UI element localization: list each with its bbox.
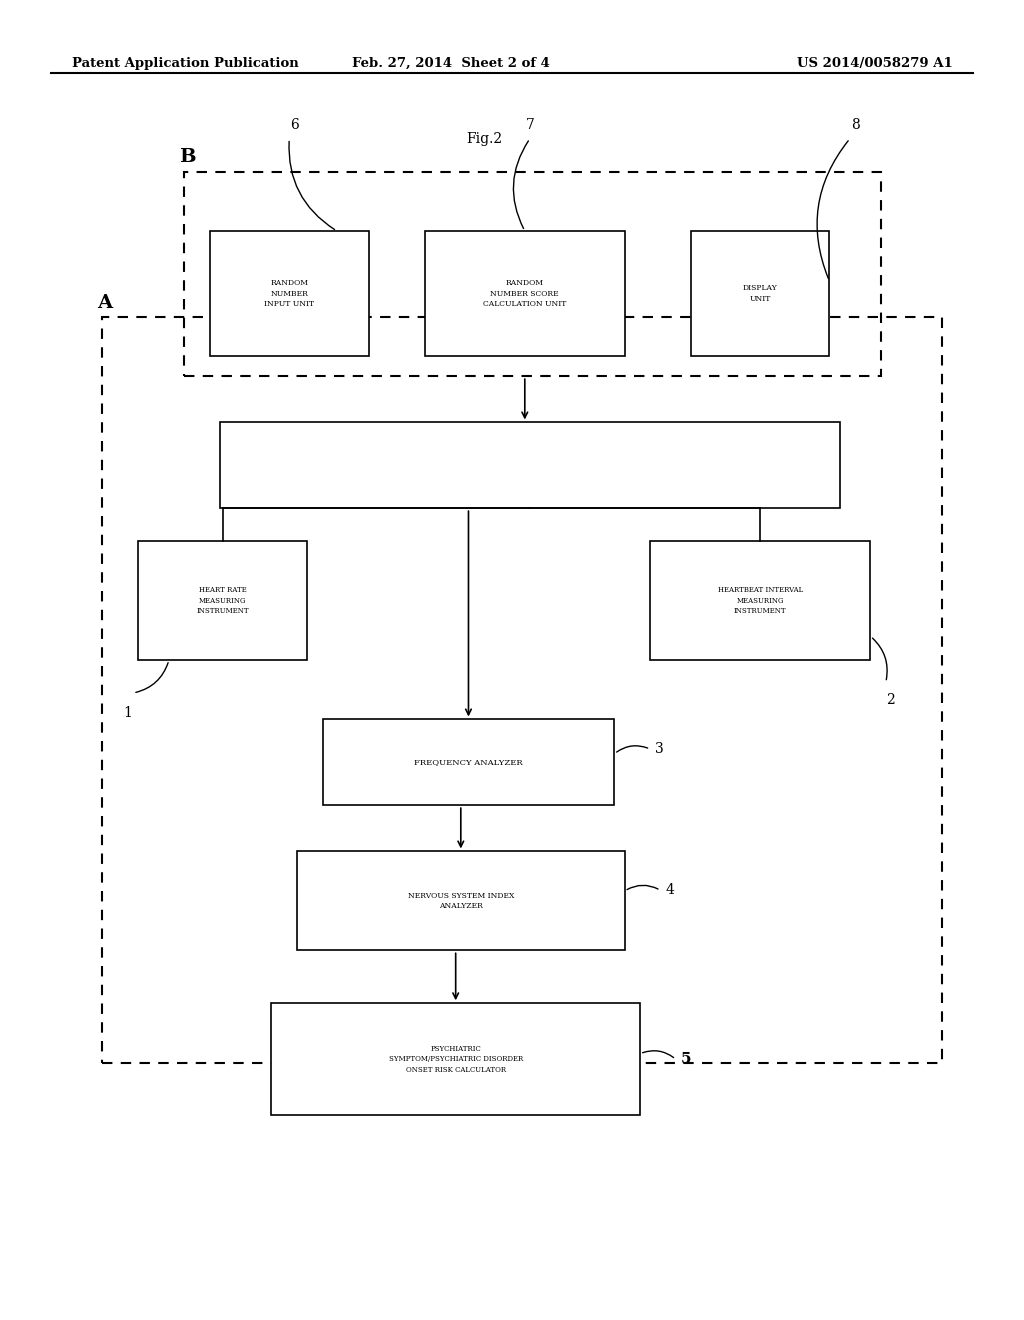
- Text: 5: 5: [681, 1052, 691, 1067]
- Text: 4: 4: [666, 883, 675, 898]
- Bar: [210, 231, 369, 356]
- Text: NERVOUS SYSTEM INDEX
ANALYZER: NERVOUS SYSTEM INDEX ANALYZER: [408, 892, 514, 909]
- Text: US 2014/0058279 A1: US 2014/0058279 A1: [797, 57, 952, 70]
- Text: 2: 2: [887, 693, 895, 708]
- Bar: [425, 231, 625, 356]
- Bar: [138, 541, 307, 660]
- Text: 7: 7: [525, 117, 535, 132]
- Text: DISPLAY
UNIT: DISPLAY UNIT: [743, 285, 777, 302]
- Text: 1: 1: [124, 706, 132, 721]
- Bar: [220, 422, 840, 508]
- Bar: [102, 317, 942, 1063]
- Text: FREQUENCY ANALYZER: FREQUENCY ANALYZER: [414, 758, 523, 767]
- Text: 8: 8: [851, 117, 859, 132]
- Text: HEART RATE
MEASURING
INSTRUMENT: HEART RATE MEASURING INSTRUMENT: [197, 586, 249, 615]
- Bar: [184, 172, 881, 376]
- Text: B: B: [179, 148, 196, 166]
- Bar: [271, 1003, 640, 1115]
- Text: RANDOM
NUMBER SCORE
CALCULATION UNIT: RANDOM NUMBER SCORE CALCULATION UNIT: [483, 280, 566, 308]
- Text: Feb. 27, 2014  Sheet 2 of 4: Feb. 27, 2014 Sheet 2 of 4: [351, 57, 550, 70]
- Text: PSYCHIATRIC
SYMPTOM/PSYCHIATRIC DISORDER
ONSET RISK CALCULATOR: PSYCHIATRIC SYMPTOM/PSYCHIATRIC DISORDER…: [388, 1045, 523, 1073]
- Text: 6: 6: [290, 117, 299, 132]
- Text: HEARTBEAT INTERVAL
MEASURING
INSTRUMENT: HEARTBEAT INTERVAL MEASURING INSTRUMENT: [718, 586, 803, 615]
- Text: Patent Application Publication: Patent Application Publication: [72, 57, 298, 70]
- Bar: [323, 719, 614, 805]
- Bar: [691, 231, 829, 356]
- Text: A: A: [97, 293, 113, 312]
- Bar: [650, 541, 870, 660]
- Text: Fig.2: Fig.2: [466, 132, 502, 147]
- Text: 3: 3: [655, 742, 665, 756]
- Text: RANDOM
NUMBER
INPUT UNIT: RANDOM NUMBER INPUT UNIT: [264, 280, 314, 308]
- Bar: [297, 851, 625, 950]
